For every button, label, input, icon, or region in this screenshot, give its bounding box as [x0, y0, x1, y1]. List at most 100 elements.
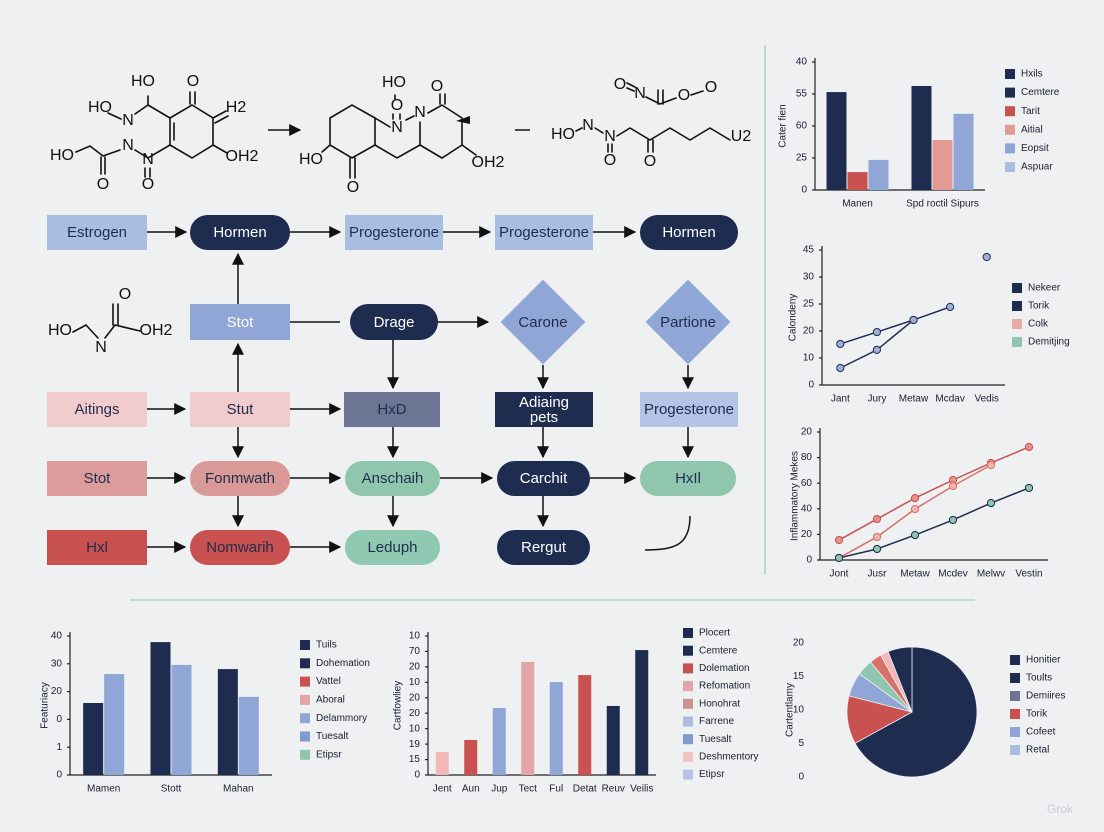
legend-label: Farrene	[699, 716, 734, 727]
x-tick-label: Reuv	[602, 784, 625, 795]
y-tick-label: 20	[801, 427, 813, 438]
legend-label: Dolemation	[699, 663, 750, 674]
point	[982, 252, 991, 262]
bar	[911, 86, 932, 190]
x-tick-label: Metaw	[900, 569, 930, 580]
legend-swatch	[300, 640, 310, 650]
legend-label: Demitjing	[1028, 337, 1070, 348]
y-tick-label: 0	[806, 555, 812, 566]
bar	[435, 751, 449, 775]
y-tick-label: 10	[409, 723, 421, 734]
point	[872, 544, 882, 554]
legend-swatch	[1005, 143, 1015, 154]
atom-label: U2	[731, 128, 752, 145]
atom-label: HO	[382, 74, 406, 91]
y-tick-label: 0	[414, 770, 420, 781]
point	[909, 315, 918, 325]
x-tick-label: Mcdev	[938, 569, 967, 580]
chart: Cartentlamy 0 5 10 15 20 Honitier Toults Demiire…	[785, 638, 1066, 783]
x-tick-label: Jusr	[868, 569, 888, 580]
box-node: Stut	[190, 392, 290, 427]
point	[872, 327, 882, 337]
x-tick-label: Jont	[830, 569, 849, 580]
y-axis-label: Cater fien	[778, 104, 789, 147]
legend-swatch	[1010, 691, 1020, 701]
y-tick-label: 25	[803, 299, 815, 310]
y-tick-label: 5	[798, 738, 804, 749]
atom-label: O	[678, 87, 690, 104]
bar	[606, 705, 620, 775]
atom-label: O	[119, 286, 131, 303]
y-tick-label: 60	[796, 121, 808, 132]
point	[834, 535, 844, 545]
atom-label: N	[391, 119, 403, 136]
y-tick-label: 55	[796, 89, 808, 100]
atom-label: OH2	[226, 148, 259, 165]
box-node: Stot	[47, 461, 147, 496]
legend-label: Tuesalt	[699, 734, 732, 745]
y-tick-label: 20	[409, 692, 421, 703]
x-tick-label: Aun	[462, 784, 480, 795]
box-node: Estrogen	[47, 215, 147, 250]
wedge-bond	[456, 116, 470, 124]
bar	[104, 674, 125, 775]
box-node: Progesterone	[640, 392, 738, 427]
legend-label: Aspuar	[1021, 162, 1053, 173]
x-tick-label: Ful	[549, 784, 563, 795]
structure-bonds	[75, 91, 229, 178]
point	[872, 532, 882, 542]
legend-swatch	[1005, 162, 1015, 172]
point	[834, 553, 844, 563]
legend-swatch	[1005, 87, 1015, 98]
line	[838, 446, 1030, 541]
point	[948, 515, 958, 525]
process-node: Hormen	[640, 215, 738, 250]
legend-swatch	[300, 749, 310, 760]
y-tick-label: 20	[803, 326, 815, 337]
structure-bonds	[321, 93, 477, 179]
atom-label: O	[644, 153, 656, 170]
y-tick-label: 40	[51, 631, 63, 642]
x-tick-label: Detat	[573, 784, 597, 795]
legend-label: Etipsr	[699, 769, 725, 780]
x-tick-label: Spd roctil Sipurs	[906, 199, 979, 210]
process-node: Fonmwath	[190, 461, 290, 496]
pie-slice	[854, 646, 978, 778]
atom-label: HO	[131, 73, 155, 90]
process-node: Nomwarih	[190, 530, 290, 565]
legend-swatch	[1012, 319, 1022, 329]
decision-node: Partione	[645, 279, 731, 365]
point	[836, 339, 845, 349]
bar	[932, 140, 953, 190]
y-tick-label: 0	[808, 380, 814, 391]
legend-label: Eopsit	[1021, 143, 1049, 154]
legend-label: Refomation	[699, 681, 750, 692]
process-node: Hormen	[190, 215, 290, 250]
legend-swatch	[1005, 124, 1015, 135]
y-tick-label: 0	[56, 714, 62, 725]
legend-swatch	[300, 658, 310, 669]
legend-label: Tuils	[316, 640, 337, 651]
chart: Cater fien 0 25 60 55 40 Manen Spd roctil Sipur…	[778, 57, 1060, 210]
atom-label: N	[95, 339, 107, 356]
legend-label: Torik	[1026, 709, 1048, 720]
point	[910, 530, 920, 540]
atom-label: N	[634, 85, 646, 102]
atom-label: OH2	[472, 154, 505, 171]
legend-swatch	[1010, 655, 1020, 665]
legend-swatch	[683, 663, 693, 674]
legend-label: Dohemation	[316, 658, 370, 669]
bar	[83, 702, 104, 775]
chart: Calondeny 0 10 20 25 30 45 Jant Jury Metaw Mcdav Ve…	[788, 245, 1070, 405]
y-tick-label: 20	[51, 686, 63, 697]
box-node: HxD	[344, 392, 440, 427]
y-tick-label: 70	[409, 646, 421, 657]
bar	[549, 682, 563, 775]
point	[872, 514, 882, 524]
legend-label: Nekeer	[1028, 283, 1061, 294]
y-tick-label: 30	[51, 658, 63, 669]
legend-swatch	[300, 676, 310, 687]
x-tick-label: Jant	[831, 394, 850, 405]
legend-label: Torik	[1028, 301, 1050, 312]
